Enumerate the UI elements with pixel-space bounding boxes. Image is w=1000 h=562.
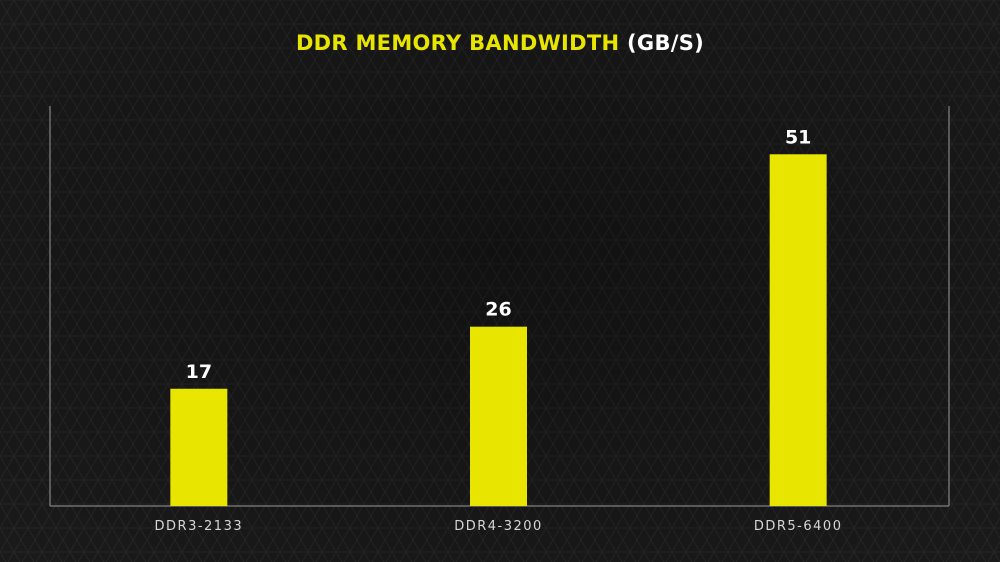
chart-title-main: DDR MEMORY BANDWIDTH xyxy=(295,31,620,55)
x-tick-label-ddr4-3200: DDR4-3200 xyxy=(454,519,543,534)
bar-ddr5-6400 xyxy=(769,154,827,506)
data-label-ddr4-3200: 26 xyxy=(485,299,511,321)
chart-title-unit: (GB/S) xyxy=(627,31,705,55)
data-label-ddr5-6400: 51 xyxy=(785,126,811,148)
x-tick-label-ddr3-2133: DDR3-2133 xyxy=(155,519,244,534)
data-label-ddr3-2133: 17 xyxy=(186,361,212,383)
bars-layer: 17 DDR3-2133 26 DDR4-3200 51 DDR5-6400 xyxy=(155,126,843,534)
x-tick-label-ddr5-6400: DDR5-6400 xyxy=(754,519,843,534)
chart-title: DDR MEMORY BANDWIDTH (GB/S) xyxy=(0,31,1000,55)
bar-ddr4-3200 xyxy=(470,326,527,506)
bar-ddr3-2133 xyxy=(170,388,228,506)
